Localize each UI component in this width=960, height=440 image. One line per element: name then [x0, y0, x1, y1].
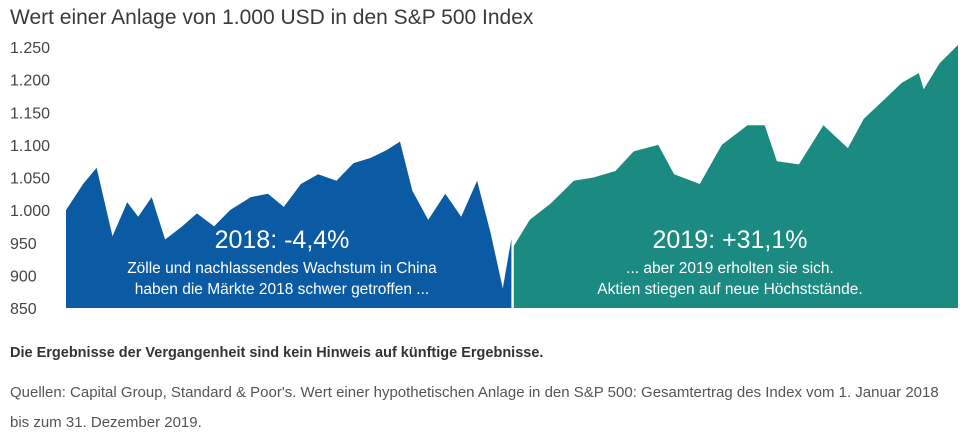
- annotations: 2018: -4,4% Zölle und nachlassendes Wachs…: [127, 226, 863, 298]
- annotation-text-2019: Aktien stiegen auf neue Höchststände.: [597, 281, 862, 298]
- y-tick-label: 1.050: [10, 171, 50, 188]
- annotation-text-2018: Zölle und nachlassendes Wachstum in Chin…: [127, 260, 437, 277]
- sources-note: Quellen: Capital Group, Standard & Poor'…: [10, 384, 939, 431]
- chart: 1.2501.2001.1501.1001.0501.000950900850 …: [10, 40, 958, 315]
- y-tick-label: 850: [10, 301, 37, 315]
- y-tick-label: 1.250: [10, 40, 50, 57]
- y-tick-label: 1.100: [10, 138, 50, 155]
- y-tick-label: 1.000: [10, 203, 50, 220]
- area-series-2019: [513, 45, 958, 308]
- y-axis: 1.250 1.200 1.150 1.100 1.050 1.000 950 900 850: [10, 40, 50, 315]
- y-tick-label: 900: [10, 268, 37, 285]
- annotation-headline-2018: 2018: -4,4%: [215, 226, 350, 254]
- area-series-2018: [66, 141, 512, 308]
- plot-area: [66, 45, 958, 308]
- y-tick-label: 950: [10, 236, 37, 253]
- disclaimer: Die Ergebnisse der Vergangenheit sind ke…: [10, 345, 544, 361]
- y-tick-label: 1.150: [10, 105, 50, 122]
- annotation-text-2019: ... aber 2019 erholten sie sich.: [626, 260, 834, 277]
- chart-title: Wert einer Anlage von 1.000 USD in den S…: [10, 6, 534, 29]
- annotation-headline-2019: 2019: +31,1%: [653, 226, 808, 254]
- y-tick-label: 1.200: [10, 73, 50, 90]
- annotation-text-2018: haben die Märkte 2018 schwer getroffen .…: [135, 281, 429, 298]
